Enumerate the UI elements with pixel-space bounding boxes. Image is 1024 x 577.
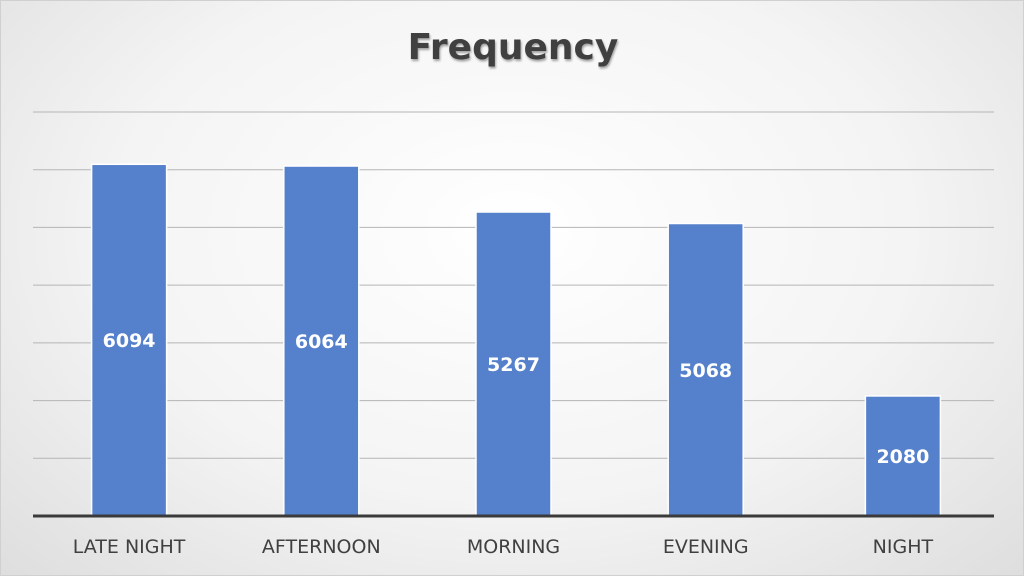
x-tick-label: LATE NIGHT bbox=[73, 536, 186, 558]
bar-late-night bbox=[90, 163, 168, 517]
x-tick-label: EVENING bbox=[663, 536, 749, 558]
data-label: 6094 bbox=[103, 330, 156, 352]
data-label: 5068 bbox=[679, 360, 732, 382]
bar-night bbox=[864, 395, 942, 517]
data-label: 5267 bbox=[487, 354, 540, 376]
data-label: 2080 bbox=[876, 446, 929, 468]
x-tick-label: MORNING bbox=[467, 536, 560, 558]
x-tick-label: NIGHT bbox=[873, 536, 934, 558]
data-labels: 6094 6064 5267 5068 2080 bbox=[103, 330, 930, 468]
x-tick-labels: LATE NIGHT AFTERNOON MORNING EVENING NIGHT bbox=[73, 536, 934, 558]
bar-evening bbox=[667, 222, 744, 517]
bars bbox=[90, 163, 942, 517]
data-label: 6064 bbox=[295, 331, 348, 353]
bar-afternoon bbox=[283, 165, 360, 517]
chart-title: Frequency bbox=[407, 27, 619, 68]
x-tick-label: AFTERNOON bbox=[262, 536, 381, 558]
